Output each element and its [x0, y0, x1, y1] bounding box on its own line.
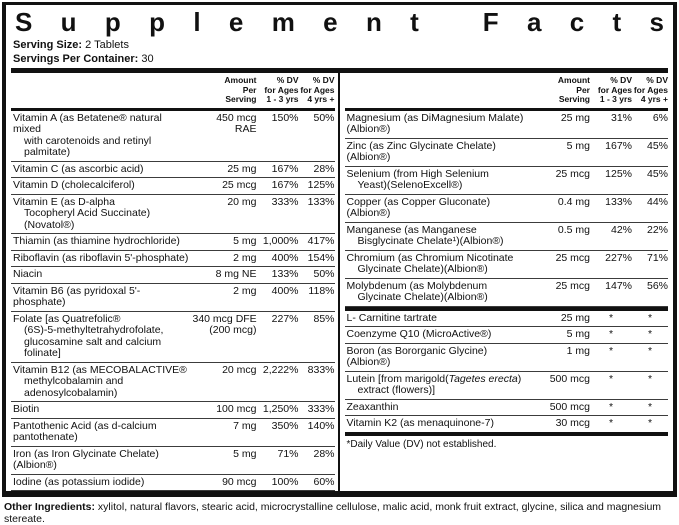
nutrient-row: Vitamin K2 (as menaquinone-7) 30 mcg * * — [346, 417, 653, 429]
nutrient-row: Vitamin D (cholecalciferol) 25 mcg 167% 125… — [11, 178, 335, 195]
left-column: Amount Per Serving % DV for Ages 1 - 3 y… — [11, 73, 338, 491]
column-header-dv-1-3: % DV for Ages 1 - 3 yrs — [597, 75, 632, 104]
nutrient-row: Magnesium (as DiMagnesium Malate)(Albion… — [344, 111, 668, 139]
serving-size-label: Serving Size: — [13, 39, 83, 51]
right-column-header: Amount Per Serving % DV for Ages 1 - 3 y… — [344, 73, 668, 111]
nutrient-row: Zeaxanthin 500 mcg * * — [344, 400, 668, 416]
nutrient-row: Vitamin A (as Betatene® natural mixed wit… — [11, 111, 335, 162]
section-divider-bar — [344, 306, 668, 311]
nutrient-row: Thiamin (as thiamine hydrochloride) 5 mg 1… — [11, 234, 335, 251]
nutrient-row: Pantothenic Acid (as d-calcium pantothen… — [11, 419, 335, 447]
other-ingredients-label: Other Ingredients: — [4, 501, 96, 513]
column-header-dv-1-3: % DV for Ages 1 - 3 yrs — [264, 75, 299, 104]
column-header-amount: Amount Per Serving — [557, 75, 590, 104]
nutrient-row: Vitamin C (as ascorbic acid) 25 mg 167% 28% — [11, 162, 335, 178]
nutrient-row: Riboflavin (as riboflavin 5'-phosphate) 2… — [11, 251, 335, 267]
column-header-dv-4plus: % DV for Ages 4 yrs + — [300, 75, 335, 104]
other-nutrient-rows: L- Carnitine tartrate 25 mg * * Coenzyme Q10… — [344, 311, 668, 432]
nutrient-columns: Amount Per Serving % DV for Ages 1 - 3 y… — [11, 73, 668, 491]
serving-size: Serving Size: 2 Tablets — [13, 39, 668, 52]
nutrient-row: Manganese (as Manganese Bisglycinate Chel… — [344, 223, 668, 251]
mineral-rows: Magnesium (as DiMagnesium Malate)(Albion… — [344, 111, 668, 307]
header-divider-bar — [11, 68, 668, 73]
nutrient-row: Boron (as Bororganic Glycine)(Albion®) 1 … — [344, 344, 668, 372]
nutrient-row: Vitamin E (as D-alpha Tocopheryl Acid Suc… — [11, 195, 335, 234]
left-column-header: Amount Per Serving % DV for Ages 1 - 3 y… — [11, 73, 335, 111]
other-ingredients: Other Ingredients: xylitol, natural flav… — [4, 501, 675, 525]
nutrient-row: Copper (as Copper Gluconate)(Albion®) 0.4… — [344, 195, 668, 223]
other-ingredients-text: xylitol, natural flavors, stearic acid, … — [4, 501, 662, 525]
nutrient-row: Chromium (as Chromium Nicotinate Glycinat… — [344, 251, 668, 279]
right-column: Amount Per Serving % DV for Ages 1 - 3 y… — [337, 73, 668, 491]
nutrient-row: Iron (as Iron Glycinate Chelate)(Albion®… — [11, 447, 335, 475]
nutrient-row: Selenium (from High Selenium Yeast)(Selen… — [344, 167, 668, 195]
nutrient-row: Folate [as Quatrefolic® (6S)-5-methyltetr… — [11, 312, 335, 363]
nutrient-row: Zinc (as Zinc Glycinate Chelate)(Albion®… — [344, 139, 668, 167]
servings-per-container-label: Servings Per Container: — [13, 52, 139, 65]
nutrient-row: Niacin 8 mg NE 133% 50% — [11, 267, 335, 284]
header-spacer — [345, 76, 527, 105]
serving-size-value: 2 Tablets — [85, 39, 129, 51]
nutrient-row: Vitamin B12 (as MECOBALACTIVE® methylcoba… — [11, 363, 335, 402]
column-header-amount: Amount Per Serving — [224, 75, 257, 104]
nutrient-row: Coenzyme Q10 (MicroActive®) 5 mg * * — [344, 327, 668, 344]
nutrient-row: Iodine (as potassium iodide) 90 mcg 100% 60… — [11, 475, 335, 491]
nutrient-row: Vitamin B6 (as pyridoxal 5'-phosphate) 2 … — [11, 284, 335, 312]
left-nutrient-rows: Vitamin A (as Betatene® natural mixed wit… — [11, 111, 335, 491]
servings-per-container-value: 30 — [141, 52, 154, 65]
nutrient-row: Lutein [from marigold(Tagetes erecta) ext… — [344, 372, 668, 400]
servings-per-container: Servings Per Container: 30 — [13, 53, 668, 66]
column-header-dv-4plus: % DV for Ages 4 yrs + — [633, 75, 668, 104]
daily-value-footnote: *Daily Value (DV) not established. — [346, 438, 497, 450]
nutrient-row: L- Carnitine tartrate 25 mg * * — [344, 311, 668, 327]
nutrient-row: Molybdenum (as Molybdenum Glycinate Chela… — [344, 279, 668, 307]
header-spacer — [11, 76, 193, 105]
nutrient-row: Biotin 100 mcg 1,250% 333% — [11, 402, 335, 419]
